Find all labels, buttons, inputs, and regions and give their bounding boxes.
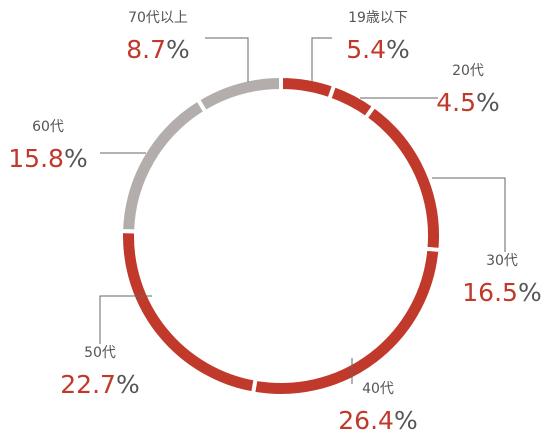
donut-segment [250, 246, 443, 398]
donut-segment [279, 73, 337, 102]
leader-line [205, 37, 249, 82]
donut-segment [119, 228, 258, 396]
category-label: 70代以上 [128, 10, 188, 26]
category-label: 50代 [84, 345, 116, 361]
value-label: 8.7% [126, 35, 190, 64]
category-label: 19歳以下 [348, 10, 408, 26]
value-label: 4.5% [436, 88, 500, 117]
leader-line [311, 37, 332, 82]
donut-segment [362, 103, 443, 253]
value-label: 5.4% [346, 35, 410, 64]
donut-segment [195, 73, 283, 115]
category-label: 30代 [486, 253, 518, 269]
category-label: 20代 [452, 63, 484, 79]
value-label: 16.5% [462, 278, 541, 307]
category-label: 40代 [362, 381, 394, 397]
category-label: 60代 [32, 119, 64, 135]
leader-line [99, 295, 152, 344]
value-label: 22.7% [60, 370, 139, 399]
value-label: 15.8% [8, 144, 87, 173]
leader-line [432, 177, 506, 252]
donut-segment [119, 96, 209, 234]
value-label: 26.4% [338, 406, 417, 435]
